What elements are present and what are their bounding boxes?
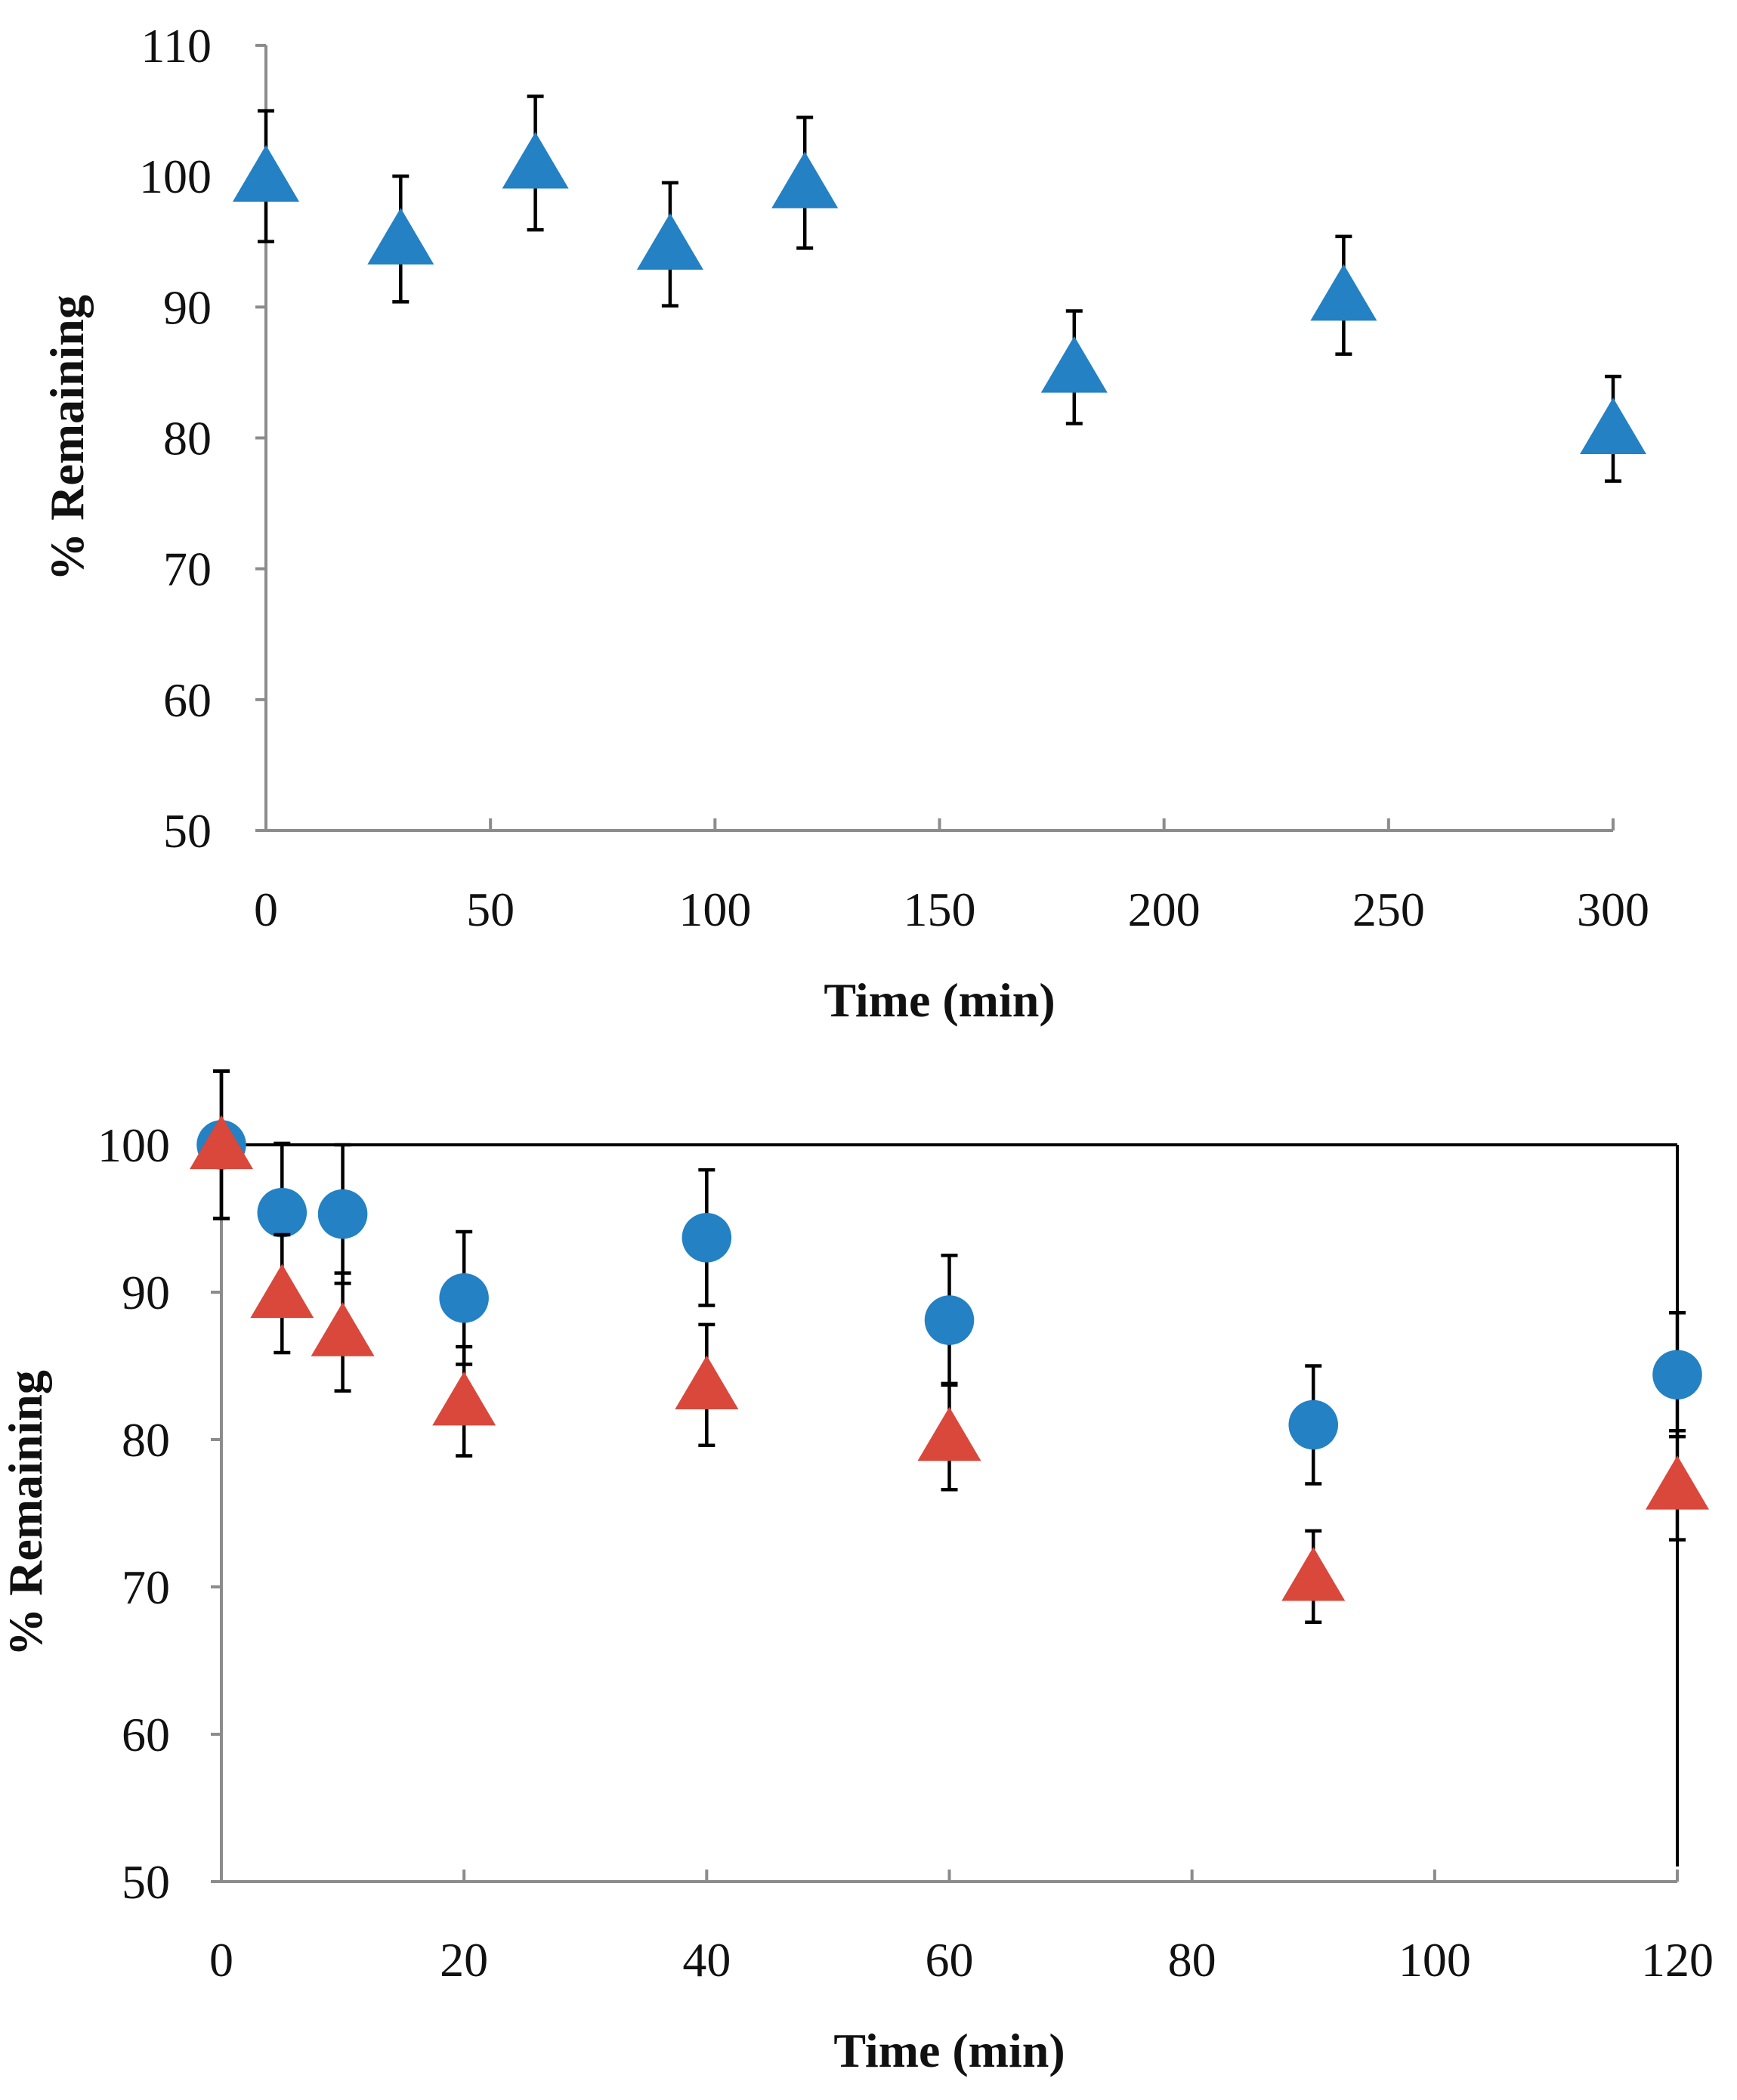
top-data-point-triangle — [1040, 336, 1108, 393]
top-x-tick-label: 200 — [1128, 883, 1201, 936]
bottom-data-point-triangle — [432, 1372, 496, 1426]
bottom-data-point-circle — [1288, 1399, 1339, 1450]
bottom-x-tick-label: 80 — [1168, 1933, 1216, 1987]
bottom-data-point-triangle — [675, 1355, 739, 1409]
bottom-y-axis-title: % Remaining — [0, 1370, 52, 1656]
bottom-x-tick-label: 20 — [440, 1933, 488, 1987]
top-x-tick-label: 100 — [678, 883, 751, 936]
top-x-tick-label: 250 — [1352, 883, 1425, 936]
bottom-data-point-circle — [924, 1295, 975, 1345]
top-y-axis-title: % Remaining — [40, 295, 94, 581]
top-y-tick-label: 50 — [163, 804, 212, 858]
bottom-data-point-triangle — [917, 1406, 981, 1461]
bottom-data-point-triangle — [190, 1115, 253, 1170]
bottom-data-point-triangle — [250, 1263, 314, 1319]
bottom-x-tick-label: 60 — [926, 1933, 974, 1987]
bottom-x-tick-label: 120 — [1641, 1933, 1714, 1987]
top-x-axis-title: Time (min) — [824, 973, 1055, 1027]
top-data-point-triangle — [502, 131, 569, 189]
bottom-data-point-circle — [257, 1187, 308, 1238]
top-series-triangle-blue — [233, 94, 1646, 483]
top-y-tick-label: 90 — [163, 280, 212, 334]
top-data-point-triangle — [1310, 264, 1377, 321]
bottom-y-tick-label: 100 — [97, 1118, 170, 1172]
bottom-x-tick-label: 100 — [1399, 1933, 1471, 1987]
top-y-tick-label: 60 — [163, 673, 212, 727]
top-data-point-triangle — [771, 151, 839, 209]
top-x-tick-label: 0 — [254, 883, 278, 936]
bottom-x-tick-label: 40 — [682, 1933, 731, 1987]
bottom-y-tick-label: 90 — [122, 1266, 170, 1319]
top-x-tick-label: 50 — [466, 883, 515, 936]
bottom-data-point-triangle — [311, 1302, 375, 1356]
bottom-series-triangle-red — [190, 1069, 1709, 1625]
top-data-point-triangle — [636, 213, 703, 270]
top-data-point-triangle — [233, 145, 299, 202]
bottom-y-tick-label: 60 — [122, 1708, 170, 1761]
top-x-tick-label: 300 — [1577, 883, 1649, 936]
bottom-x-axis-title: Time (min) — [833, 2024, 1065, 2077]
bottom-data-point-circle — [682, 1213, 732, 1263]
bottom-data-point-circle — [317, 1189, 368, 1239]
bottom-y-tick-label: 70 — [122, 1560, 170, 1614]
top-y-tick-label: 70 — [163, 543, 212, 596]
top-data-point-triangle — [1580, 397, 1646, 455]
bottom-y-tick-label: 80 — [122, 1413, 170, 1467]
top-y-tick-label: 110 — [141, 19, 212, 73]
top-data-point-triangle — [367, 208, 434, 264]
chart-top: 50 60 70 80 90 100 110 0 50 100 150 200 250 300 Time (… — [40, 19, 1649, 1027]
top-x-tick-label: 150 — [904, 883, 976, 936]
bottom-data-point-circle — [439, 1273, 489, 1323]
bottom-data-point-circle — [1652, 1350, 1702, 1399]
bottom-data-point-triangle — [1646, 1455, 1709, 1510]
bottom-x-tick-label: 0 — [209, 1933, 233, 1987]
chart-bottom: 50 60 70 80 90 100 0 20 40 60 80 100 120 Time (min) % … — [0, 1069, 1714, 2077]
top-y-tick-label: 100 — [139, 150, 212, 203]
top-y-tick-label: 80 — [163, 412, 212, 465]
bottom-y-tick-label: 50 — [122, 1855, 170, 1909]
bottom-data-point-triangle — [1281, 1547, 1346, 1601]
